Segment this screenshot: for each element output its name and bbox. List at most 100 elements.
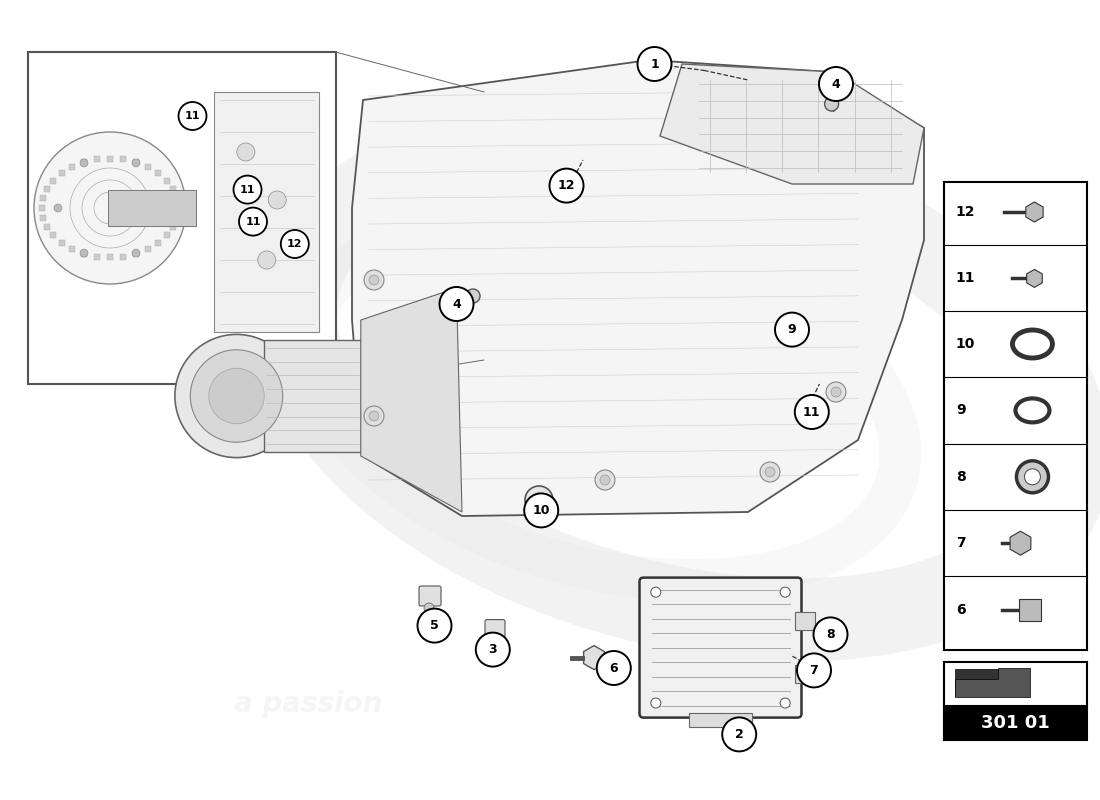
Circle shape	[190, 350, 283, 442]
Circle shape	[476, 633, 509, 666]
Circle shape	[132, 159, 140, 167]
Polygon shape	[955, 668, 1030, 697]
Circle shape	[466, 289, 480, 303]
Circle shape	[723, 718, 756, 751]
Circle shape	[638, 47, 671, 81]
FancyBboxPatch shape	[44, 224, 51, 230]
Circle shape	[780, 698, 790, 708]
FancyBboxPatch shape	[81, 159, 87, 166]
Circle shape	[798, 654, 830, 687]
Text: 10: 10	[532, 504, 550, 517]
Text: 11: 11	[956, 271, 976, 286]
FancyBboxPatch shape	[51, 233, 56, 238]
FancyBboxPatch shape	[794, 612, 814, 630]
FancyBboxPatch shape	[145, 246, 151, 252]
FancyBboxPatch shape	[59, 170, 65, 176]
Text: 301 01: 301 01	[981, 714, 1049, 732]
Text: 1: 1	[650, 58, 659, 70]
FancyBboxPatch shape	[107, 155, 113, 162]
FancyBboxPatch shape	[120, 157, 127, 162]
Text: 12: 12	[287, 239, 303, 249]
FancyBboxPatch shape	[51, 178, 56, 183]
Text: 12: 12	[558, 179, 575, 192]
Circle shape	[651, 587, 661, 597]
Circle shape	[368, 275, 379, 285]
Circle shape	[820, 67, 852, 101]
Circle shape	[525, 494, 558, 527]
Circle shape	[651, 698, 661, 708]
Circle shape	[825, 97, 838, 111]
FancyBboxPatch shape	[164, 233, 169, 238]
Text: 4: 4	[452, 298, 461, 310]
Circle shape	[233, 176, 262, 204]
FancyBboxPatch shape	[169, 186, 176, 192]
FancyBboxPatch shape	[174, 214, 179, 221]
FancyBboxPatch shape	[41, 195, 46, 202]
FancyBboxPatch shape	[214, 92, 319, 332]
Circle shape	[597, 651, 630, 685]
Circle shape	[600, 475, 610, 485]
Text: 3: 3	[488, 643, 497, 656]
Circle shape	[364, 406, 384, 426]
FancyBboxPatch shape	[39, 205, 45, 211]
Polygon shape	[955, 670, 1022, 694]
Text: 9: 9	[956, 403, 966, 418]
Circle shape	[1024, 469, 1041, 485]
Circle shape	[257, 251, 276, 269]
Circle shape	[532, 493, 546, 507]
Circle shape	[550, 169, 583, 202]
Text: 7: 7	[956, 536, 966, 550]
Text: 985: 985	[756, 183, 894, 249]
Circle shape	[158, 204, 166, 212]
Text: 5: 5	[430, 619, 439, 632]
FancyBboxPatch shape	[175, 205, 182, 211]
Circle shape	[268, 191, 286, 209]
FancyBboxPatch shape	[164, 178, 169, 183]
FancyBboxPatch shape	[41, 214, 46, 221]
FancyBboxPatch shape	[944, 662, 1087, 707]
Text: 6: 6	[609, 662, 618, 674]
Text: 12: 12	[956, 205, 976, 219]
Circle shape	[209, 368, 264, 424]
Text: 9: 9	[788, 323, 796, 336]
FancyBboxPatch shape	[94, 254, 100, 259]
Circle shape	[239, 208, 267, 235]
Polygon shape	[660, 64, 924, 184]
FancyBboxPatch shape	[133, 159, 139, 166]
Circle shape	[80, 159, 88, 167]
Text: 11: 11	[245, 217, 261, 226]
Circle shape	[175, 334, 298, 458]
Circle shape	[54, 204, 62, 212]
Circle shape	[424, 603, 434, 613]
FancyBboxPatch shape	[108, 190, 196, 226]
Circle shape	[760, 462, 780, 482]
Circle shape	[178, 102, 207, 130]
Polygon shape	[584, 646, 604, 670]
Circle shape	[236, 143, 255, 161]
FancyBboxPatch shape	[28, 52, 335, 384]
Circle shape	[364, 270, 384, 290]
FancyBboxPatch shape	[174, 195, 179, 202]
Circle shape	[780, 587, 790, 597]
FancyBboxPatch shape	[69, 164, 75, 170]
FancyBboxPatch shape	[155, 170, 161, 176]
Text: 10: 10	[956, 337, 976, 351]
Circle shape	[795, 395, 828, 429]
Circle shape	[418, 609, 451, 642]
FancyBboxPatch shape	[944, 706, 1087, 740]
Text: 2: 2	[735, 728, 744, 741]
Polygon shape	[361, 288, 462, 512]
FancyBboxPatch shape	[120, 254, 127, 259]
Polygon shape	[1026, 202, 1043, 222]
Circle shape	[814, 618, 847, 651]
Text: 11: 11	[240, 185, 255, 194]
FancyBboxPatch shape	[264, 340, 361, 452]
Circle shape	[280, 230, 309, 258]
FancyBboxPatch shape	[639, 578, 802, 718]
Text: 4: 4	[832, 78, 840, 90]
Circle shape	[595, 470, 615, 490]
Polygon shape	[1026, 270, 1043, 287]
Circle shape	[830, 387, 842, 397]
Text: 11: 11	[185, 111, 200, 121]
Circle shape	[776, 313, 808, 346]
